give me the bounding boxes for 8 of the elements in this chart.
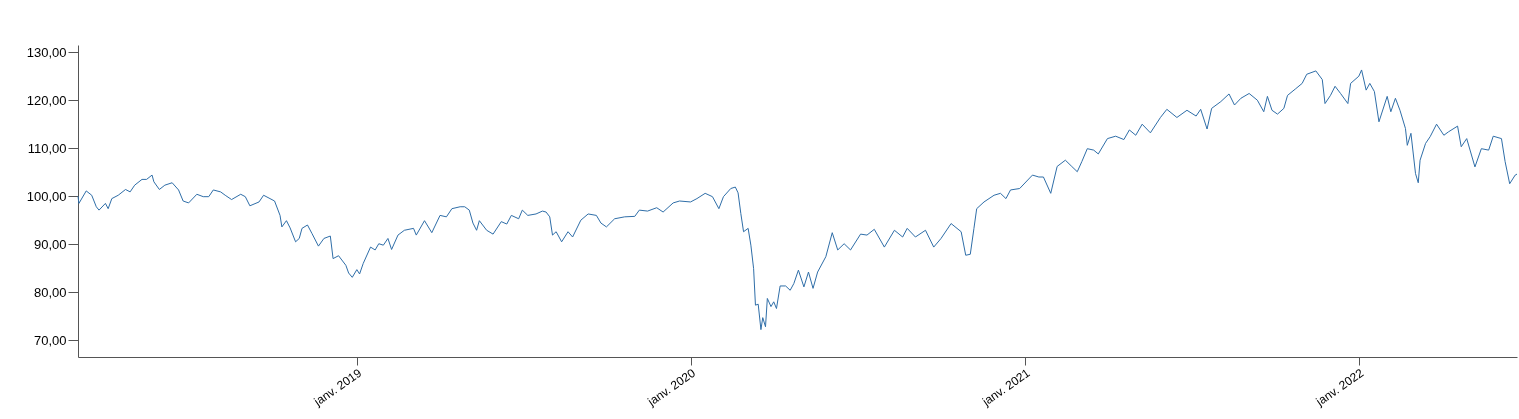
y-tick-label: 80,00 (33, 284, 67, 300)
y-tick-label: 70,00 (33, 332, 67, 348)
line-series (77, 69, 1518, 331)
y-tick-label: 90,00 (33, 236, 67, 252)
y-tick-label: 130,00 (26, 44, 67, 60)
y-tick-label: 100,00 (26, 188, 67, 204)
y-tick-label: 120,00 (26, 92, 67, 108)
y-tick-label: 110,00 (27, 140, 67, 156)
